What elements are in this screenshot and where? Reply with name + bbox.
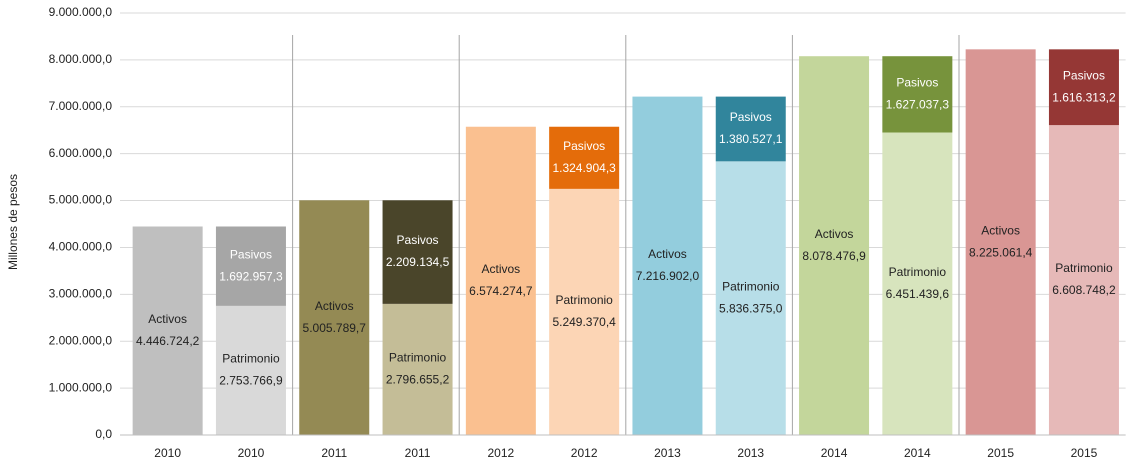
bar (882, 132, 953, 436)
y-tick-label: 8.000.000,0 (49, 52, 113, 66)
x-tick-label: 2015 (987, 446, 1014, 460)
bar-series-label: Patrimonio (889, 265, 947, 279)
bar-value-label: 1.324.904,3 (552, 161, 616, 175)
bar-series-label: Activos (315, 299, 354, 313)
bar (1048, 49, 1119, 126)
y-tick-label: 3.000.000,0 (49, 287, 113, 301)
bar (715, 96, 786, 162)
bar-value-label: 8.078.476,9 (802, 249, 866, 263)
x-tick-label: 2012 (571, 446, 598, 460)
bar (1048, 125, 1119, 435)
bar-value-label: 2.753.766,9 (219, 374, 283, 388)
bar-series-label: Pasivos (730, 110, 772, 124)
bar (882, 56, 953, 133)
bar-series-label: Patrimonio (222, 352, 280, 366)
x-tick-label: 2013 (737, 446, 764, 460)
x-tick-label: 2010 (154, 446, 181, 460)
x-tick-label: 2014 (821, 446, 848, 460)
bar-series-label: Activos (648, 247, 687, 261)
bar-series-label: Activos (482, 262, 521, 276)
bar-value-label: 7.216.902,0 (636, 269, 700, 283)
bar-value-label: 8.225.061,4 (969, 245, 1033, 259)
bar-value-label: 6.451.439,6 (886, 287, 950, 301)
x-tick-label: 2013 (654, 446, 681, 460)
bar-value-label: 1.692.957,3 (219, 269, 283, 283)
x-tick-label: 2014 (904, 446, 931, 460)
x-tick-label: 2012 (487, 446, 514, 460)
bar-series-label: Patrimonio (1055, 261, 1113, 275)
bar (465, 126, 536, 435)
bar-value-label: 6.608.748,2 (1052, 283, 1116, 297)
bar (799, 56, 870, 435)
bar-value-label: 1.380.527,1 (719, 132, 783, 146)
x-tick-label: 2011 (405, 446, 431, 460)
bar-series-label: Pasivos (1063, 68, 1105, 82)
y-tick-label: 1.000.000,0 (49, 380, 113, 394)
bar-series-label: Activos (148, 312, 187, 326)
bar-value-label: 2.796.655,2 (386, 373, 450, 387)
bar (715, 161, 786, 435)
x-tick-label: 2010 (238, 446, 265, 460)
bar-value-label: 5.005.789,7 (303, 321, 367, 335)
bar (632, 96, 703, 435)
y-tick-label: 7.000.000,0 (49, 99, 113, 113)
bar (382, 200, 453, 304)
bar-series-label: Pasivos (397, 233, 439, 247)
y-tick-label: 5.000.000,0 (49, 193, 113, 207)
x-tick-label: 2011 (321, 446, 347, 460)
y-tick-label: 6.000.000,0 (49, 146, 113, 160)
bar-series-label: Activos (981, 223, 1020, 237)
y-tick-label: 0,0 (95, 427, 112, 441)
bar-value-label: 4.446.724,2 (136, 334, 200, 348)
y-tick-label: 9.000.000,0 (49, 5, 113, 19)
bar (299, 200, 370, 435)
bar-series-label: Patrimonio (722, 279, 780, 293)
bar-series-label: Pasivos (563, 139, 605, 153)
bar-series-label: Patrimonio (555, 293, 613, 307)
bar-value-label: 5.249.370,4 (552, 315, 616, 329)
bar-series-label: Pasivos (230, 247, 272, 261)
bar-value-label: 1.627.037,3 (886, 98, 950, 112)
x-tick-label: 2015 (1071, 446, 1098, 460)
bar (965, 49, 1036, 436)
y-tick-label: 2.000.000,0 (49, 333, 113, 347)
bar-series-label: Patrimonio (389, 351, 447, 365)
bar (382, 303, 453, 435)
bar (132, 226, 203, 435)
bar (549, 188, 620, 435)
bar-value-label: 2.209.134,5 (386, 255, 450, 269)
bar-value-label: 6.574.274,7 (469, 284, 533, 298)
bar-series-label: Pasivos (896, 76, 938, 90)
bar-value-label: 5.836.375,0 (719, 301, 783, 315)
y-tick-label: 4.000.000,0 (49, 240, 113, 254)
bar-value-label: 1.616.313,2 (1052, 90, 1116, 104)
bar (549, 126, 620, 189)
bar-series-label: Activos (815, 227, 854, 241)
bar (215, 305, 286, 435)
y-axis-title: Millones de pesos (6, 174, 20, 270)
bar (215, 226, 286, 306)
